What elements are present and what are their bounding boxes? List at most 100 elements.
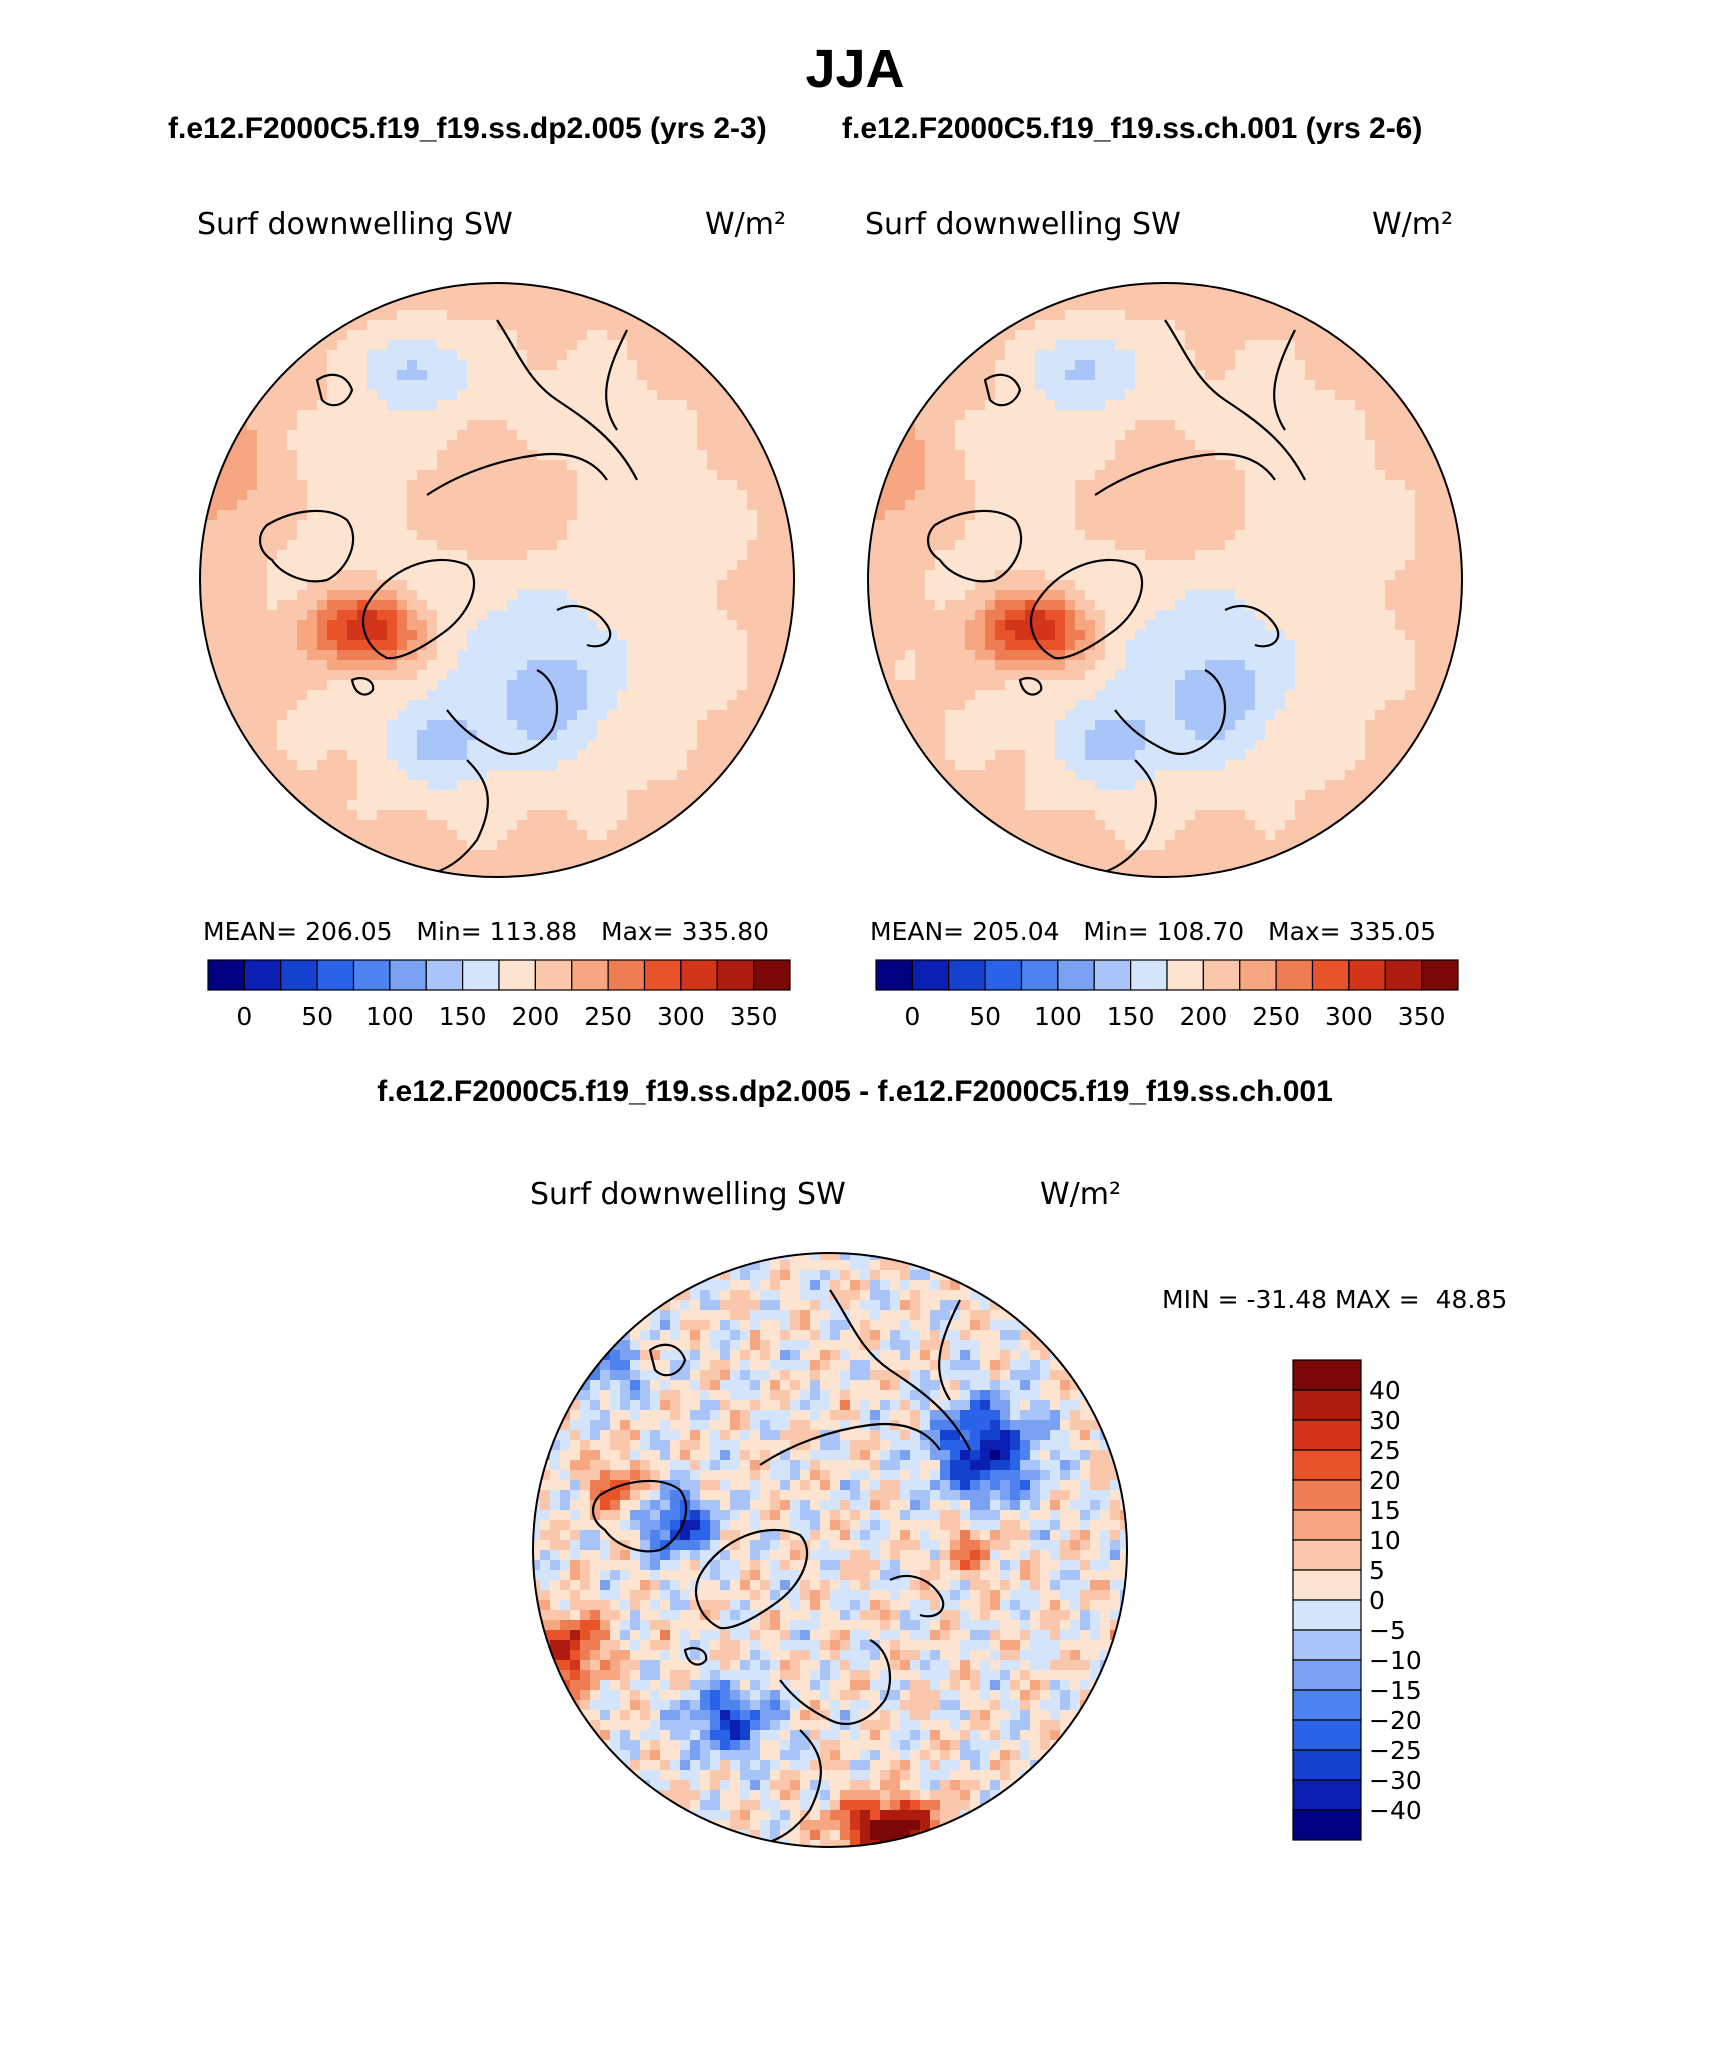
- map-cell: [1265, 590, 1276, 601]
- map-cell: [267, 700, 278, 711]
- map-cell: [677, 580, 688, 591]
- map-cell: [577, 660, 588, 671]
- map-cell: [337, 710, 348, 721]
- map-cell: [737, 540, 748, 551]
- map-cell: [1225, 370, 1236, 381]
- map-cell: [517, 610, 528, 621]
- map-cell: [287, 520, 298, 531]
- map-cell: [597, 670, 608, 681]
- map-cell: [477, 430, 488, 441]
- map-cell: [1155, 600, 1166, 611]
- map-cell: [527, 560, 538, 571]
- map-cell: [1185, 290, 1196, 301]
- map-cell: [1235, 510, 1246, 521]
- map-cell: [885, 610, 896, 621]
- map-cell: [1145, 370, 1156, 381]
- map-cell: [1295, 590, 1306, 601]
- map-cell: [427, 700, 438, 711]
- map-cell: [447, 740, 458, 751]
- map-cell: [1115, 370, 1126, 381]
- map-cell: [297, 660, 308, 671]
- map-cell: [1395, 560, 1406, 571]
- map-cell: [487, 290, 498, 301]
- map-cell: [1145, 590, 1156, 601]
- map-cell: [647, 620, 658, 631]
- map-cell: [497, 810, 508, 821]
- map-cell: [1205, 640, 1216, 651]
- map-cell: [1425, 450, 1436, 461]
- map-cell: [777, 470, 788, 481]
- map-cell: [1325, 520, 1336, 531]
- map-cell: [297, 760, 308, 771]
- map-cell: [597, 410, 608, 421]
- map-cell: [267, 580, 278, 591]
- map-cell: [757, 500, 768, 511]
- map-cell: [1245, 440, 1256, 451]
- map-cell: [637, 370, 648, 381]
- map-cell: [1185, 340, 1196, 351]
- map-cell: [1195, 430, 1206, 441]
- map-cell: [1255, 660, 1266, 671]
- map-cell: [1385, 550, 1396, 561]
- map-cell: [995, 650, 1006, 661]
- map-cell: [657, 450, 668, 461]
- map-cell: [1235, 300, 1246, 311]
- panel1-units: W/m²: [705, 207, 787, 242]
- map-cell: [507, 770, 518, 781]
- map-cell: [1225, 640, 1236, 651]
- map-cell: [945, 380, 956, 391]
- map-cell: [1215, 550, 1226, 561]
- map-cell: [1295, 550, 1306, 561]
- map-cell: [287, 380, 298, 391]
- map-cell: [1405, 540, 1416, 551]
- map-cell: [247, 660, 258, 671]
- map-cell: [1135, 440, 1146, 451]
- map-cell: [527, 630, 538, 641]
- map-cell: [1045, 590, 1056, 601]
- map-cell: [1375, 450, 1386, 461]
- map-cell: [727, 660, 738, 671]
- map-cell: [1025, 320, 1036, 331]
- map-cell: [677, 460, 688, 471]
- map-cell: [237, 600, 248, 611]
- map-cell: [905, 500, 916, 511]
- map-cell: [1225, 310, 1236, 321]
- map-cell: [427, 440, 438, 451]
- map-cell: [1165, 630, 1176, 641]
- map-cell: [677, 380, 688, 391]
- map-cell: [377, 370, 388, 381]
- map-cell: [1225, 480, 1236, 491]
- map-cell: [617, 310, 628, 321]
- map-cell: [925, 410, 936, 421]
- map-cell: [767, 590, 778, 601]
- map-cell: [1155, 320, 1166, 331]
- map-cell: [1155, 360, 1166, 371]
- map-cell: [257, 490, 268, 501]
- map-cell: [1375, 590, 1386, 601]
- map-cell: [637, 640, 648, 651]
- map-cell: [1095, 610, 1106, 621]
- map-cell: [627, 750, 638, 761]
- map-cell: [507, 830, 518, 841]
- map-cell: [347, 780, 358, 791]
- map-cell: [1255, 490, 1266, 501]
- map-cell: [457, 560, 468, 571]
- map-cell: [1385, 430, 1396, 441]
- map-cell: [427, 750, 438, 761]
- map-cell: [1115, 520, 1126, 531]
- map-cell: [617, 650, 628, 661]
- map-cell: [487, 810, 498, 821]
- map-cell: [617, 660, 628, 671]
- map-cell: [377, 460, 388, 471]
- map-cell: [587, 350, 598, 361]
- map-cell: [527, 710, 538, 721]
- map-cell: [557, 600, 568, 611]
- map-cell: [1385, 600, 1396, 611]
- map-cell: [1055, 390, 1066, 401]
- map-cell: [1435, 610, 1446, 621]
- map-cell: [427, 600, 438, 611]
- map-cell: [327, 680, 338, 691]
- map-cell: [357, 820, 368, 831]
- map-cell: [507, 600, 518, 611]
- map-cell: [587, 410, 598, 421]
